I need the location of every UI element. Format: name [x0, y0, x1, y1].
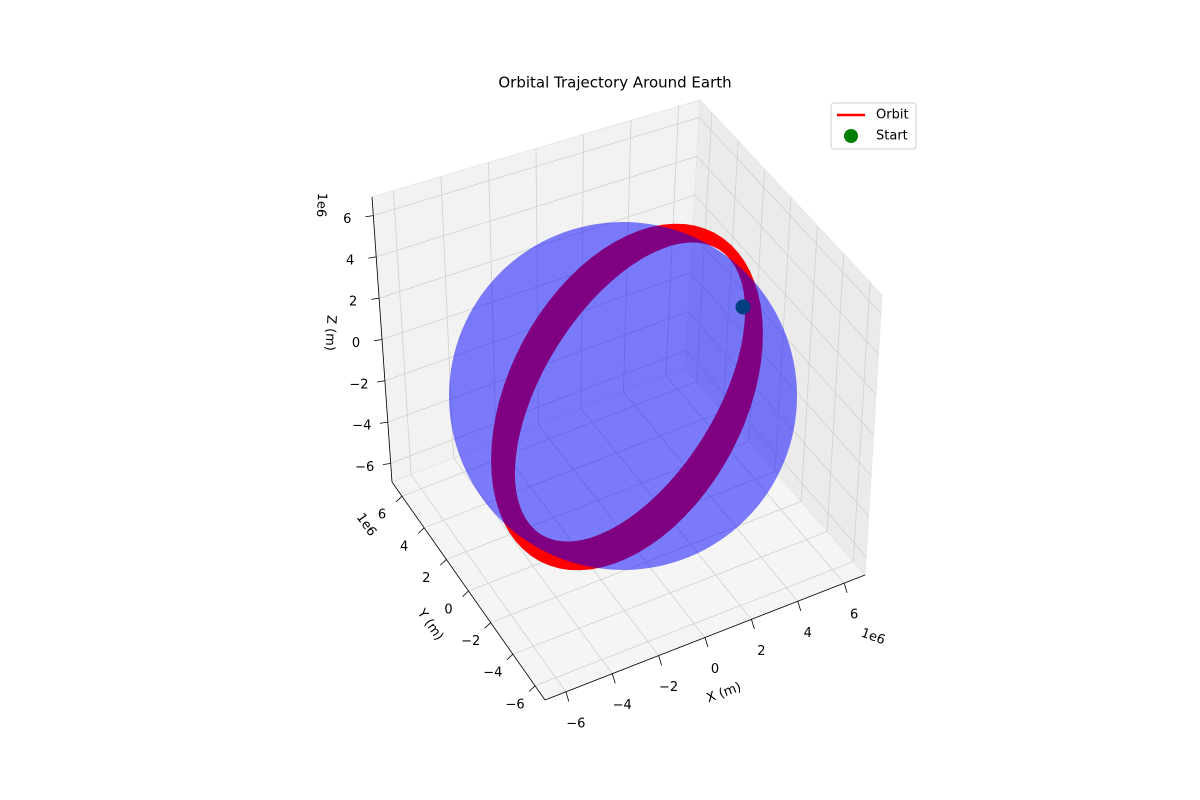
- tick-mark: [704, 637, 709, 648]
- earth: [449, 222, 797, 570]
- grid-line: [698, 117, 882, 314]
- grid-line: [534, 561, 854, 687]
- tick-mark: [377, 380, 385, 383]
- z-tick-label: 2: [349, 295, 357, 310]
- grid-line: [512, 531, 828, 655]
- grid-line: [373, 117, 700, 216]
- x-tick-label: 6: [850, 608, 858, 623]
- legend-marker: [844, 129, 858, 143]
- tick-mark: [365, 215, 374, 218]
- tick-mark: [417, 527, 425, 534]
- tick-mark: [462, 590, 469, 597]
- x-tick-label: 4: [804, 626, 812, 641]
- z-tick-label: −6: [355, 460, 374, 475]
- axes: −6 −4 −2 0 2 4 6 −6 −4 −2 0 2 4 6 −6 −4 −2 0 2 4 6: [343, 196, 866, 731]
- grid-line: [696, 156, 879, 355]
- legend-label: Start: [876, 129, 908, 144]
- chart-title: Orbital Trajectory Around Earth: [498, 74, 731, 92]
- z-tick-label: 0: [352, 336, 360, 351]
- x-axis-label: X (m): [705, 680, 744, 706]
- y-tick-label: 0: [444, 603, 452, 618]
- z-tick-label: −4: [352, 419, 371, 434]
- x-tick-label: −6: [566, 716, 585, 731]
- tick-mark: [379, 421, 388, 424]
- legend-label: Orbit: [876, 108, 909, 123]
- grid-line: [376, 155, 697, 258]
- tick-mark: [565, 691, 570, 702]
- tick-mark: [382, 463, 391, 466]
- tick-mark: [658, 655, 663, 666]
- x-tick-label: −4: [613, 698, 632, 713]
- tick-mark: [371, 297, 380, 300]
- tick-mark: [528, 685, 536, 692]
- x-tick-label: 0: [711, 662, 719, 677]
- scene: [449, 222, 797, 571]
- y-offset-label: 1e6: [353, 511, 379, 540]
- tick-mark: [797, 601, 802, 611]
- tick-mark: [611, 673, 616, 684]
- tick-mark: [440, 559, 447, 566]
- y-tick-label: −2: [461, 634, 480, 649]
- z-axis-label: Z (m): [322, 315, 339, 352]
- tick-mark: [368, 256, 377, 259]
- x-tick-label: −2: [659, 680, 678, 695]
- y-tick-label: 4: [400, 539, 408, 554]
- y-tick-label: 6: [378, 508, 386, 523]
- z-tick-label: 6: [343, 212, 351, 227]
- legend: Orbit Start: [830, 102, 917, 150]
- tick-mark: [506, 653, 514, 661]
- z-offset-label: 1e6: [313, 192, 329, 217]
- tick-mark: [750, 619, 755, 630]
- tick-mark: [374, 339, 383, 342]
- y-tick-label: 2: [422, 571, 430, 586]
- grid-line: [694, 194, 877, 395]
- tick-mark: [484, 622, 491, 629]
- tick-mark: [395, 495, 403, 503]
- z-tick-label: −2: [349, 377, 368, 392]
- z-tick-label: 4: [346, 253, 354, 268]
- x-tick-label: 2: [757, 644, 765, 659]
- y-tick-label: −6: [505, 697, 524, 712]
- y-axis-label: Y (m): [413, 606, 446, 644]
- y-tick-label: −4: [483, 666, 502, 681]
- x-offset-label: 1e6: [859, 626, 887, 648]
- tick-mark: [843, 583, 848, 593]
